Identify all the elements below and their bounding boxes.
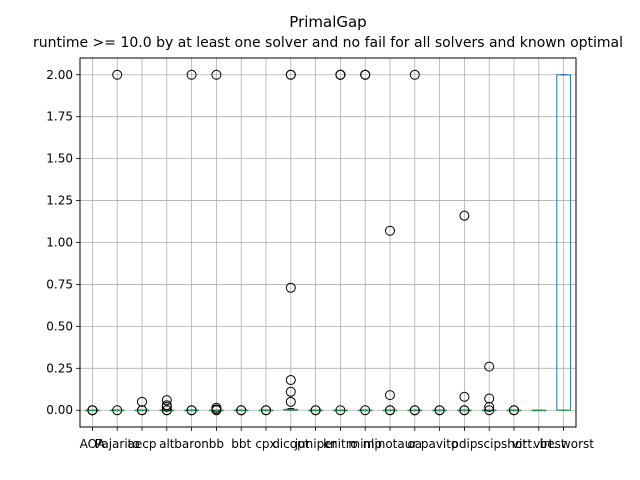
flier-point: [385, 390, 395, 401]
box-bb: [209, 69, 224, 416]
x-tick-label: dicopt: [272, 437, 310, 451]
box-pajarito: [109, 69, 125, 416]
y-tick-label: 1.50: [46, 152, 73, 166]
x-tick-label: oa: [407, 437, 422, 451]
flier-point: [459, 391, 470, 402]
box-aecp: [134, 396, 150, 416]
x-tick-label: shot: [501, 437, 527, 451]
y-tick-label: 1.75: [46, 110, 73, 124]
flier-point: [484, 393, 495, 404]
flier-point: [484, 405, 495, 416]
flier-point: [112, 69, 123, 80]
box-baron: [184, 69, 199, 416]
box-cpx: [258, 405, 274, 416]
flier-point: [87, 405, 98, 416]
box-dicopt: [283, 69, 299, 411]
x-tick-label: virt. worst: [533, 437, 594, 451]
flier-point: [211, 405, 222, 416]
box-shot: [506, 405, 522, 416]
box-juniper: [308, 405, 323, 416]
y-tick-label: 2.00: [46, 68, 73, 82]
flier-point: [335, 405, 346, 416]
x-tick-label: minotaur: [363, 437, 418, 451]
x-tick-label: minlp: [348, 437, 382, 451]
flier-point: [161, 395, 172, 406]
chart-title: PrimalGap: [289, 13, 366, 31]
y-tick-label: 1.00: [46, 236, 73, 250]
flier-point: [360, 69, 371, 80]
chart-subtitle: runtime >= 10.0 by at least one solver a…: [33, 35, 623, 51]
y-tick-label: 0.50: [46, 319, 73, 333]
flier-point: [360, 405, 371, 416]
x-tick-label: scip: [477, 437, 501, 451]
grid: [80, 58, 576, 427]
x-tick-label: bb: [209, 437, 224, 451]
flier-point: [409, 69, 420, 80]
flier-point: [409, 405, 420, 416]
flier-point: [459, 210, 470, 221]
x-tick-label: AOA: [80, 437, 106, 451]
box-aoa: [85, 405, 100, 416]
box-virt-best: [531, 409, 547, 412]
x-tick-label: aecp: [128, 437, 157, 451]
box-bbt: [233, 405, 249, 416]
boxes: [85, 69, 571, 416]
box-minotaur: [382, 225, 398, 416]
box-alt: [159, 395, 175, 416]
flier-point: [434, 405, 445, 416]
x-tick-label: alt: [159, 437, 175, 451]
x-tick-label: pdip: [451, 437, 477, 451]
box-oa: [407, 69, 423, 416]
flier-point: [285, 386, 296, 397]
flier-point: [385, 405, 395, 416]
x-tick-label: juniper: [294, 437, 337, 451]
box-scip: [481, 361, 497, 416]
box-virt-worst: [556, 74, 571, 411]
flier-point: [310, 405, 321, 416]
x-tick-label: virt. best: [512, 437, 566, 451]
flier-point: [261, 405, 271, 416]
flier-point: [285, 396, 296, 407]
x-tick-label: bbt: [231, 437, 251, 451]
flier-point: [459, 405, 470, 416]
flier-point: [112, 405, 123, 416]
x-tick-label: Pajarito: [95, 437, 140, 451]
flier-point: [137, 405, 147, 416]
flier-point: [186, 69, 197, 80]
y-tick-label: 0.25: [46, 361, 73, 375]
y-axis: 0.00 0.25 0.50 0.75 1.00 1.25 1.50 1.75 2.00: [46, 68, 80, 417]
flier-point: [161, 405, 172, 416]
flier-point: [285, 69, 296, 80]
flier-point: [285, 282, 296, 293]
x-tick-label: pavito: [421, 437, 458, 451]
flier-point: [285, 375, 296, 386]
flier-point: [161, 401, 172, 412]
flier-point: [236, 405, 247, 416]
flier-point: [186, 405, 197, 416]
box-pavito: [432, 405, 447, 416]
box-pdip: [457, 210, 472, 416]
flier-point: [509, 405, 519, 416]
x-tick-label: baron: [174, 437, 209, 451]
box-minlp: [357, 69, 373, 416]
y-tick-label: 1.25: [46, 194, 73, 208]
y-tick-label: 0.75: [46, 277, 73, 291]
flier-point: [211, 69, 222, 80]
x-tick-label: knitro: [323, 437, 358, 451]
flier-point: [137, 396, 147, 407]
flier-point: [484, 401, 495, 412]
x-tick-label: cpx: [255, 437, 276, 451]
y-tick-label: 0.00: [46, 403, 73, 417]
flier-point: [385, 225, 395, 236]
flier-point: [335, 69, 346, 80]
flier-point: [484, 361, 495, 372]
plot-frame: [79, 57, 577, 428]
box-knitro: [333, 69, 348, 416]
